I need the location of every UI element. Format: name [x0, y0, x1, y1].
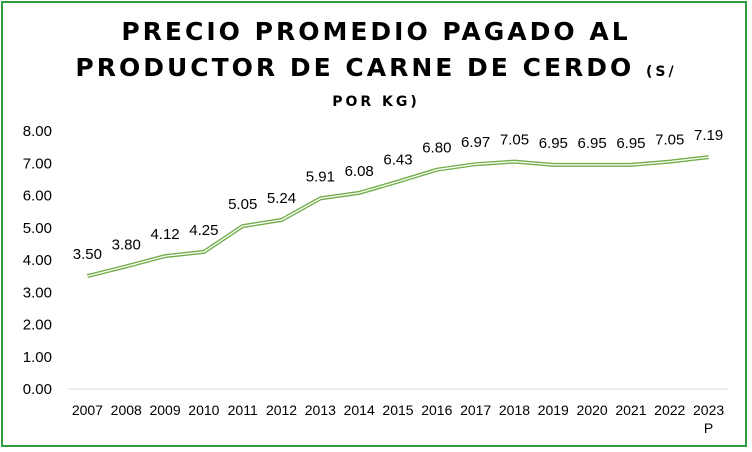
data-label: 7.19 — [694, 127, 723, 144]
x-tick-label: 2007 — [72, 402, 103, 418]
x-tick-label: 2015 — [382, 402, 413, 418]
y-axis: 0.00 1.00 2.00 3.00 4.00 5.00 6.00 7.00 8.00 — [23, 123, 52, 398]
x-tick-suffix: P — [704, 420, 713, 436]
data-label: 5.91 — [306, 168, 335, 185]
x-tick-label: 2023 — [693, 402, 724, 418]
data-label: 6.43 — [383, 152, 412, 169]
title-line-2-text: PRODUCTOR DE CARNE DE CERDO — [75, 53, 635, 82]
data-label: 3.50 — [73, 246, 102, 263]
data-label: 6.95 — [578, 135, 607, 152]
x-tick-label: 2017 — [460, 402, 491, 418]
title-line-1: PRECIO PROMEDIO PAGADO AL — [121, 17, 631, 46]
data-label: 5.05 — [228, 196, 257, 213]
chart-title: PRECIO PROMEDIO PAGADO AL PRODUCTOR DE C… — [0, 14, 752, 114]
chart-frame — [1, 1, 747, 447]
title-line-2: PRODUCTOR DE CARNE DE CERDO (S/ — [0, 50, 752, 90]
data-label: 6.95 — [539, 135, 568, 152]
x-tick-label: 2014 — [344, 402, 375, 418]
series-line-inner — [87, 156, 709, 277]
data-label: 5.24 — [267, 190, 296, 207]
x-tick-label: 2016 — [421, 402, 452, 418]
y-tick-label: 6.00 — [23, 188, 52, 205]
series-line-outer — [86, 155, 709, 279]
data-label: 6.97 — [461, 134, 490, 151]
y-tick-label: 4.00 — [23, 252, 52, 269]
x-tick-label: 2020 — [577, 402, 608, 418]
data-label: 6.08 — [345, 163, 374, 180]
x-tick-label: 2022 — [654, 402, 685, 418]
data-label: 6.80 — [422, 140, 451, 157]
title-unit-a: (S/ — [646, 64, 677, 80]
x-tick-label: 2013 — [305, 402, 336, 418]
data-label: 7.05 — [500, 132, 529, 149]
data-label: 4.25 — [189, 222, 218, 239]
series-line — [86, 155, 709, 279]
data-label: 3.80 — [112, 236, 141, 253]
y-tick-label: 2.00 — [23, 317, 52, 334]
y-tick-label: 7.00 — [23, 155, 52, 172]
title-line-3: POR KG) — [332, 94, 420, 110]
x-tick-label: 2011 — [228, 402, 258, 418]
x-tick-label: 2019 — [538, 402, 569, 418]
data-label: 7.05 — [655, 132, 684, 149]
data-label: 6.95 — [616, 135, 645, 152]
data-labels: 3.50 3.80 4.12 4.25 5.05 5.24 5.91 6.08 6.43 6.80… — [73, 127, 723, 263]
x-tick-label: 2012 — [266, 402, 297, 418]
data-label: 4.12 — [150, 226, 179, 243]
y-tick-label: 8.00 — [23, 123, 52, 140]
x-tick-label: 2008 — [111, 402, 142, 418]
y-tick-label: 1.00 — [23, 349, 52, 366]
x-tick-label: 2010 — [188, 402, 219, 418]
x-tick-label: 2021 — [615, 402, 646, 418]
x-tick-label: 2009 — [149, 402, 180, 418]
y-tick-label: 3.00 — [23, 284, 52, 301]
y-tick-label: 5.00 — [23, 220, 52, 237]
y-tick-label: 0.00 — [23, 381, 52, 398]
x-tick-label: 2018 — [499, 402, 530, 418]
x-axis: 2007 2008 2009 2010 2011 2012 2013 2014 2015 2016… — [68, 388, 728, 436]
